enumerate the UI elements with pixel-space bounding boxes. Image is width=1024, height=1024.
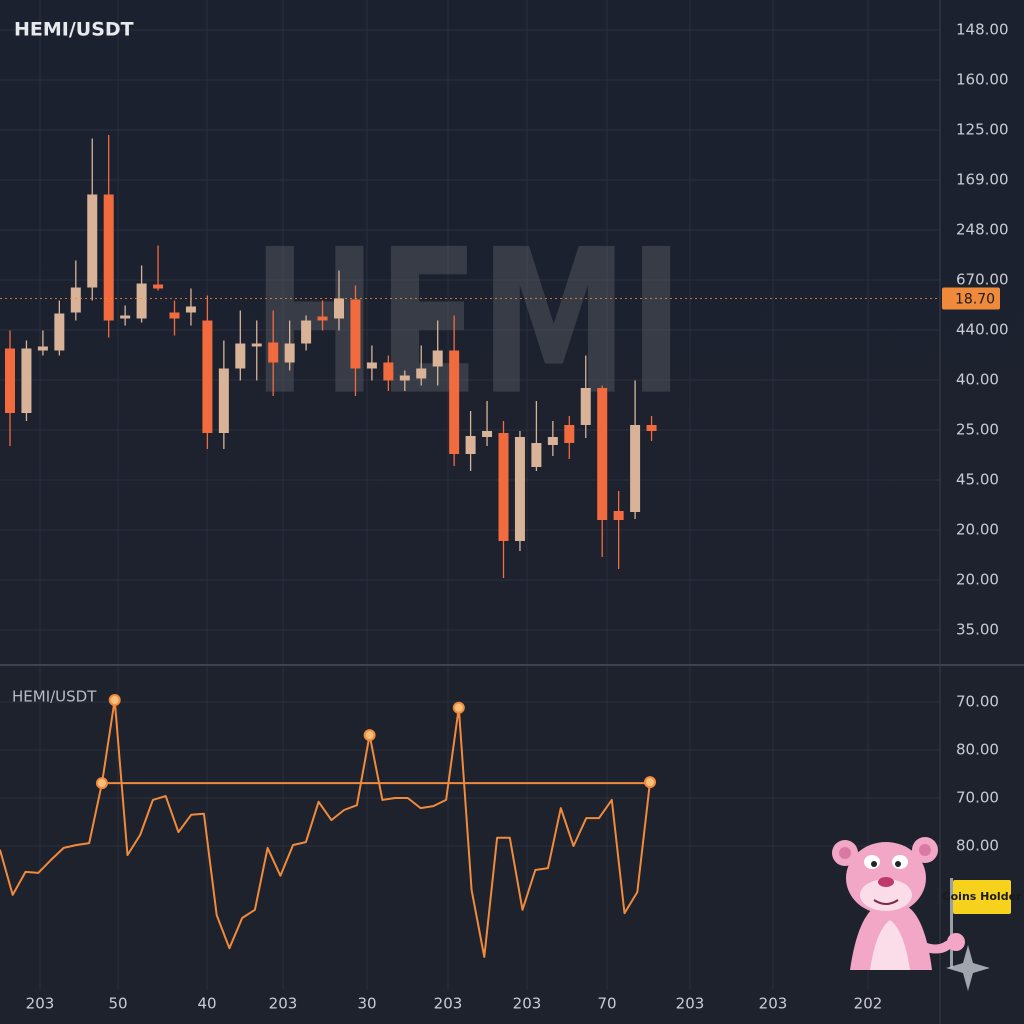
candle-body — [449, 350, 460, 454]
x-tick-label: 203 — [26, 995, 55, 1013]
candle-body — [350, 299, 361, 369]
indicator-title: HEMI/USDT — [12, 688, 97, 706]
y-tick-label: 35.00 — [956, 621, 999, 639]
candle-body — [334, 298, 344, 319]
candle-body — [580, 388, 591, 425]
candle-body — [120, 315, 131, 319]
candle-body — [103, 194, 114, 321]
candle-body — [498, 433, 509, 541]
candle-body — [432, 350, 443, 367]
y-tick-label: 148.00 — [956, 21, 1009, 39]
candle-body — [547, 437, 558, 445]
grid — [0, 0, 940, 990]
x-tick-label: 203 — [759, 995, 788, 1013]
candle-body — [202, 320, 213, 433]
candle-body — [185, 306, 196, 313]
x-tick-label: 202 — [854, 995, 883, 1013]
y-tick-label: 169.00 — [956, 171, 1009, 189]
candle-body — [136, 283, 147, 319]
y-tick-label: 70.00 — [956, 692, 999, 710]
candle-body — [416, 368, 427, 379]
y-tick-label: 80.00 — [956, 836, 999, 854]
candle-body — [235, 343, 246, 369]
candle-body — [514, 437, 525, 541]
last-price-label: 18.70 — [955, 292, 995, 308]
candle-body — [597, 388, 608, 520]
y-tick-label: 440.00 — [956, 321, 1009, 339]
candle-body — [301, 320, 312, 344]
x-tick-label: 40 — [197, 995, 216, 1013]
candle-body — [284, 343, 295, 363]
y-tick-label: 70.00 — [956, 788, 999, 806]
candle-body — [21, 348, 32, 413]
candle-body — [630, 425, 641, 512]
y-tick-label: 160.00 — [956, 71, 1009, 89]
candle-body — [613, 511, 624, 520]
y-tick-label: 248.00 — [956, 221, 1009, 239]
candle-body — [54, 313, 65, 351]
candle-body — [465, 436, 476, 454]
candle-body — [366, 362, 377, 369]
candle-body — [268, 342, 279, 363]
y-tick-label: 670.00 — [956, 271, 1009, 289]
candle-body — [399, 375, 410, 381]
y-tick-label: 25.00 — [956, 421, 999, 439]
peak-marker — [644, 776, 656, 789]
y-tick-label: 20.00 — [956, 571, 999, 589]
indicator-line — [0, 699, 651, 958]
chart-title: HEMI/USDT — [14, 19, 134, 41]
x-tick-label: 203 — [269, 995, 298, 1013]
peak-marker — [363, 729, 376, 742]
last-price-tag — [942, 287, 1000, 310]
candle-body — [153, 284, 164, 289]
x-tick-label: 70 — [597, 995, 616, 1013]
watermark: HEMI — [252, 207, 684, 440]
x-tick-label: 203 — [434, 995, 463, 1013]
candle-body — [383, 362, 394, 381]
badge-text: Coins Holder — [943, 890, 1022, 903]
peak-marker — [95, 777, 108, 790]
peak-marker — [452, 701, 465, 714]
mascot: Coins Holder — [832, 837, 1022, 991]
candle-body — [218, 368, 229, 433]
y-tick-label: 40.00 — [956, 371, 999, 389]
y-tick-label: 20.00 — [956, 521, 999, 539]
candle-body — [5, 348, 15, 413]
candle-body — [482, 431, 493, 437]
x-tick-label: 203 — [676, 995, 705, 1013]
candle-body — [169, 312, 180, 319]
y-tick-label: 45.00 — [956, 471, 999, 489]
candle-body — [317, 316, 328, 321]
y-tick-label: 80.00 — [956, 740, 999, 758]
candle-body — [646, 425, 657, 431]
candle-body — [70, 287, 81, 313]
peak-marker — [108, 694, 121, 707]
x-tick-label: 50 — [108, 995, 127, 1013]
candle-body — [564, 425, 575, 443]
candle-body — [37, 346, 48, 351]
x-tick-label: 30 — [357, 995, 376, 1013]
plot — [0, 135, 940, 958]
candle-body — [531, 443, 542, 467]
y-tick-label: 125.00 — [956, 121, 1009, 139]
x-tick-label: 203 — [513, 995, 542, 1013]
candle-body — [251, 343, 262, 347]
candle-body — [87, 194, 98, 288]
